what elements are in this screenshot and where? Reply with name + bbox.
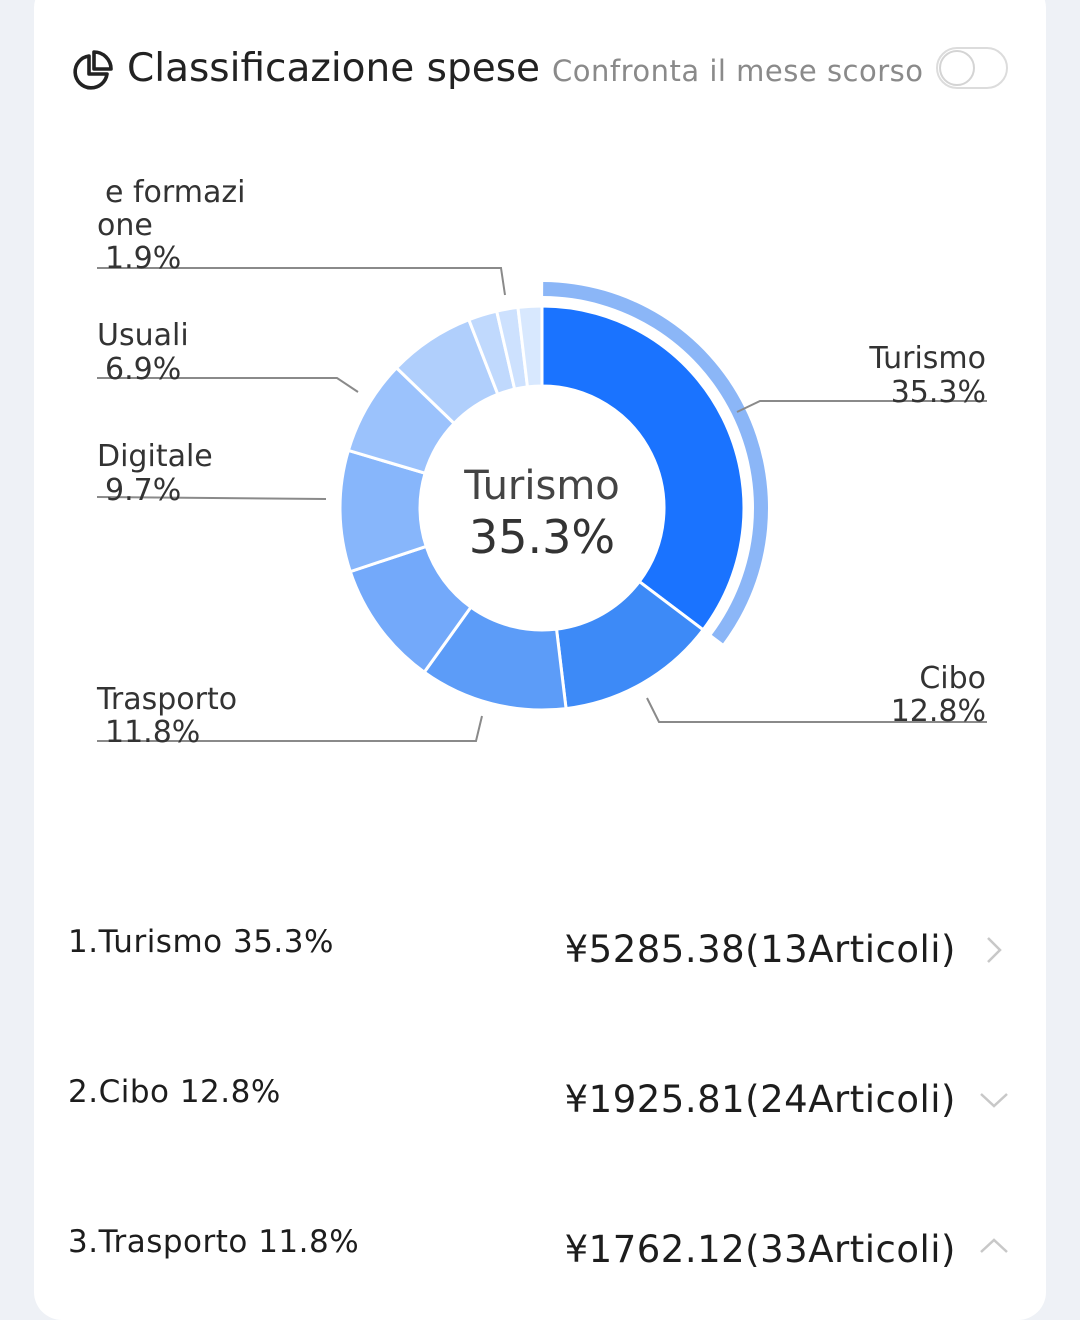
leader-line-turismo <box>736 400 987 413</box>
slice-label-trasporto-name: Trasporto <box>96 682 237 717</box>
chevron-right-icon[interactable] <box>978 934 1010 966</box>
category-rank-label: 1.Turismo 35.3% <box>68 924 334 960</box>
center-percent-label: 35.3% <box>469 510 615 564</box>
category-row-3[interactable]: 3.Trasporto 11.8% ¥1762.12(33Articoli) <box>0 1220 1080 1300</box>
category-row-2[interactable]: 2.Cibo 12.8% ¥1925.81(24Articoli) <box>0 1070 1080 1150</box>
chevron-up-icon[interactable] <box>978 1230 1010 1262</box>
category-rank-label: 3.Trasporto 11.8% <box>68 1224 360 1260</box>
donut-slice-turismo[interactable] <box>540 304 746 632</box>
leader-line-e-formazione <box>97 267 506 296</box>
category-row-1[interactable]: 1.Turismo 35.3% ¥5285.38(13Articoli) <box>0 920 1080 1000</box>
leader-line-digitale <box>96 496 327 500</box>
category-rank-label: 2.Cibo 12.8% <box>68 1074 281 1110</box>
card-header: Classificazione spese Confronta il mese … <box>0 0 1080 140</box>
slice-label-e-formazione-name: one <box>97 208 153 243</box>
slice-label-trasporto-percent: 11.8% <box>105 715 200 750</box>
category-amount: ¥5285.38(13Articoli) <box>564 928 956 971</box>
donut-slice-e-formazione[interactable] <box>516 304 544 389</box>
center-category-label: Turismo <box>463 463 620 509</box>
highlight-ring-turismo <box>543 282 768 644</box>
slice-label-usuali-name: Usuali <box>97 318 189 353</box>
compare-last-month-label: Confronta il mese scorso <box>552 54 924 88</box>
slice-label-digitale-percent: 9.7% <box>105 473 181 508</box>
toggle-knob <box>939 50 975 86</box>
category-amount: ¥1925.81(24Articoli) <box>564 1078 956 1121</box>
leader-line-usuali <box>97 377 359 393</box>
slice-label-cibo-percent: 12.8% <box>891 694 986 729</box>
slice-label-digitale-name: Digitale <box>97 439 213 474</box>
slice-label-cibo-name: Cibo <box>919 661 986 696</box>
chevron-down-icon[interactable] <box>978 1084 1010 1116</box>
expense-donut-chart: Turismo35.3%Cibo12.8%Trasporto11.8%Digit… <box>96 175 987 750</box>
compare-toggle[interactable] <box>936 47 1008 89</box>
leader-line-cibo <box>646 697 987 723</box>
slice-label-turismo-name: Turismo <box>868 341 986 376</box>
category-amount: ¥1762.12(33Articoli) <box>564 1228 956 1271</box>
slice-label-usuali-percent: 6.9% <box>105 352 181 387</box>
slice-label-turismo-percent: 35.3% <box>891 375 986 410</box>
section-title: Classificazione spese <box>127 46 541 91</box>
pie-chart-icon <box>73 50 113 90</box>
slice-label-e-formazione-percent: 1.9% <box>105 241 181 276</box>
leader-line-trasporto <box>97 715 483 742</box>
slice-label-e-formazione-name: e formazi <box>105 175 245 210</box>
